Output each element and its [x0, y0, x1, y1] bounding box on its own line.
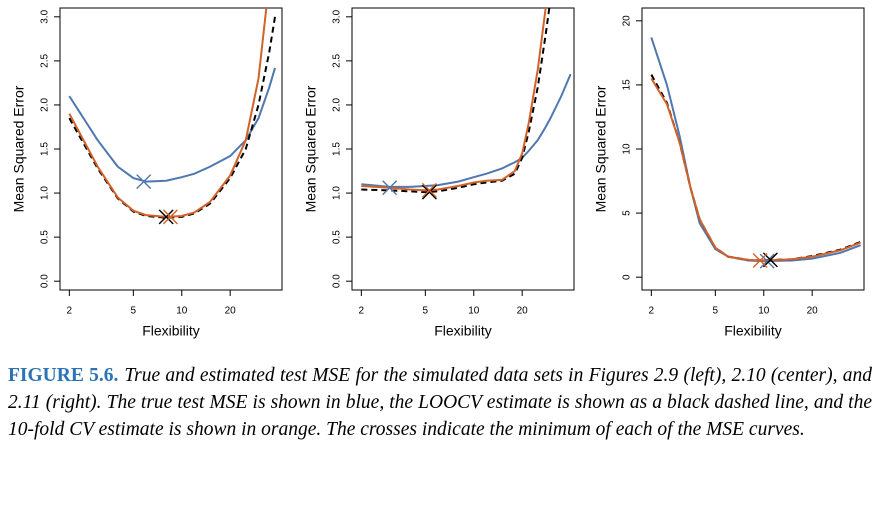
y-tick-label: 2.0: [332, 98, 343, 112]
plot-frame: [351, 7, 575, 291]
mse-curve: [650, 74, 861, 262]
y-axis-label: Mean Squared Error: [11, 85, 27, 212]
plot-area: [650, 37, 861, 263]
x-tick-label: 2: [359, 306, 365, 317]
x-axis-label: Flexibility: [434, 323, 492, 339]
x-tick-label: 5: [423, 306, 429, 317]
y-axis-label: Mean Squared Error: [303, 85, 319, 212]
x-axis-label: Flexibility: [142, 323, 200, 339]
y-tick-label: 2.5: [332, 53, 343, 67]
mse-curve: [361, 8, 551, 194]
x-tick-label: 20: [807, 306, 819, 317]
y-tick-label: 0.5: [40, 230, 51, 244]
minimum-cross: [136, 174, 152, 190]
minimum-cross: [382, 180, 398, 196]
y-tick-label: 0.0: [332, 274, 343, 288]
caption: FIGURE 5.6. True and estimated test MSE f…: [8, 362, 872, 443]
figure: 0.00.51.01.52.02.53.02 5 10 20FlexibilityMe…: [11, 7, 865, 339]
chart-panel: 0.0 0.5 1.0 1.5 2.0 2.5 3.0 2 5 10 20 Flexibility Me…: [303, 7, 575, 339]
x-tick-label: 5: [713, 306, 719, 317]
y-tick-label: 3.0: [40, 9, 51, 23]
mse-curve: [68, 8, 268, 218]
y-tick-label: 20: [622, 15, 633, 27]
y-tick-label: 5: [622, 210, 633, 216]
y-tick-label: 10: [622, 143, 633, 155]
plot-area: [68, 8, 276, 219]
x-tick-label: 2: [649, 306, 655, 317]
mse-curve: [650, 37, 861, 263]
caption-text: True and estimated test MSE for the simu…: [8, 365, 872, 440]
y-tick-label: 1.0: [40, 186, 51, 200]
minimum-cross: [752, 253, 768, 269]
y-tick-label: 1.5: [332, 142, 343, 156]
y-tick-label: 2.5: [40, 53, 51, 67]
y-tick-label: 0: [622, 274, 633, 280]
mse-curve: [68, 67, 276, 183]
minimum-cross: [421, 184, 437, 200]
x-tick-label: 5: [131, 306, 137, 317]
y-tick-label: 0.5: [332, 230, 343, 244]
minimum-cross: [162, 209, 178, 225]
y-tick-label: 15: [622, 79, 633, 91]
plot-area: [361, 8, 572, 194]
minimum-cross: [759, 253, 775, 269]
plot-frame: [59, 7, 283, 291]
minimum-cross: [158, 209, 174, 225]
y-tick-label: 1.0: [332, 186, 343, 200]
x-tick-label: 20: [517, 306, 529, 317]
mse-curve: [361, 8, 547, 192]
x-tick-label: 20: [225, 306, 237, 317]
y-tick-label: 0.0: [40, 274, 51, 288]
x-tick-label: 10: [758, 306, 770, 317]
x-tick-label: 10: [468, 306, 480, 317]
y-axis-label: Mean Squared Error: [593, 85, 609, 212]
plot-frame: [641, 7, 865, 291]
mse-curve: [68, 16, 276, 219]
y-tick-label: 3.0: [332, 9, 343, 23]
y-tick-label: 1.5: [40, 142, 51, 156]
chart-panel: 0.0 0.5 1.0 1.5 2.0 2.5 3.0 2 5 10 20 Flexibility Me…: [11, 7, 283, 339]
x-axis-label: Flexibility: [724, 323, 782, 339]
x-tick-label: 2: [67, 306, 73, 317]
x-tick-label: 10: [176, 306, 188, 317]
mse-curve: [650, 77, 861, 262]
mse-curve: [361, 73, 572, 188]
caption-label: FIGURE 5.6.: [8, 365, 119, 386]
y-tick-label: 2.0: [40, 98, 51, 112]
minimum-cross: [421, 182, 437, 198]
